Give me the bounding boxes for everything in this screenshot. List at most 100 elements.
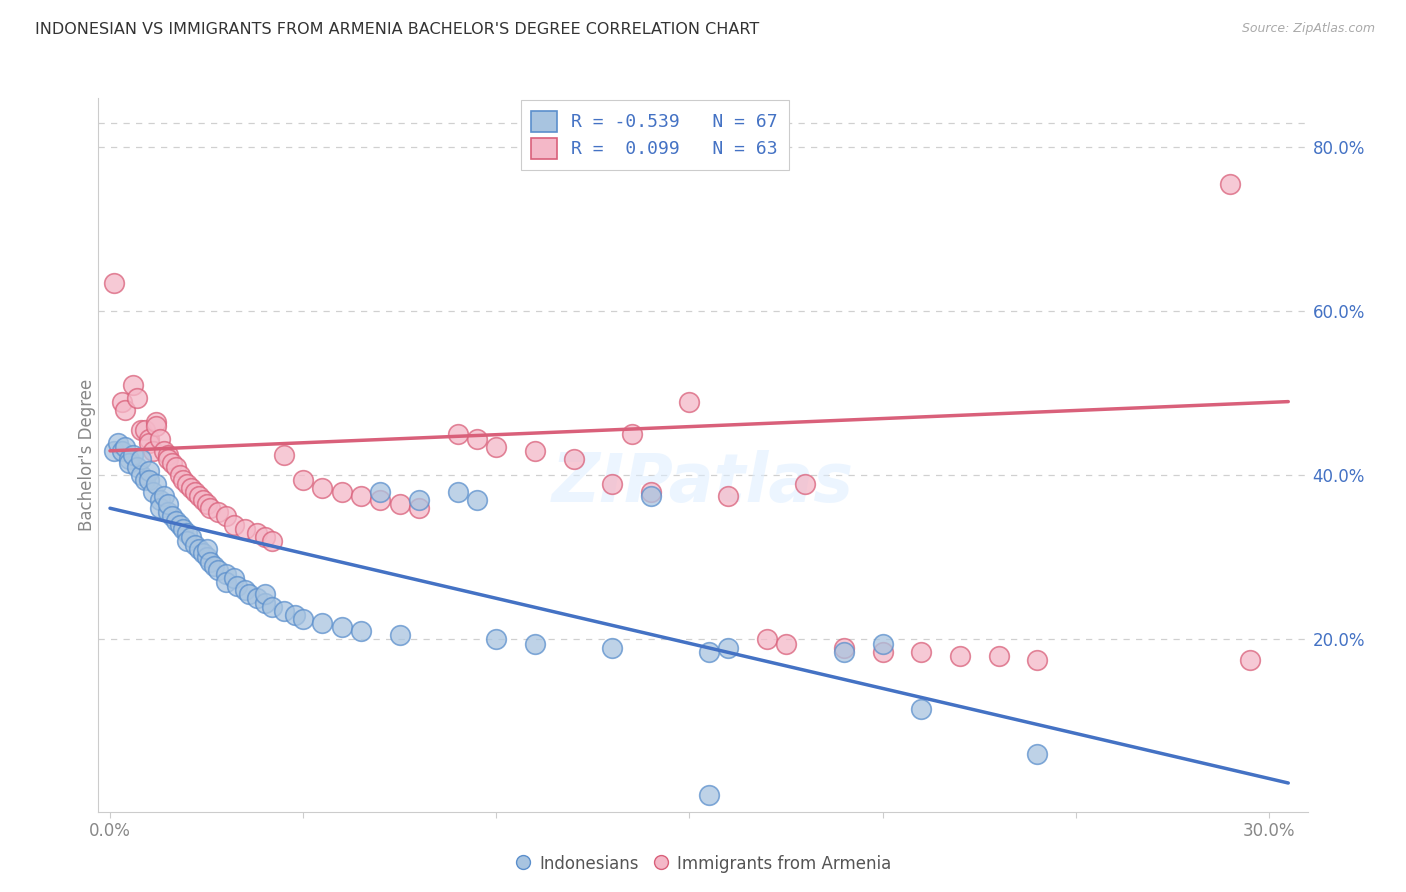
Point [122, 448, 145, 462]
Point [238, 587, 260, 601]
Point [156, 452, 179, 467]
Point [195, 542, 218, 557]
Point [169, 468, 191, 483]
Point [620, 427, 643, 442]
Point [910, 645, 932, 659]
Point [246, 591, 269, 606]
Point [832, 640, 855, 655]
Point [138, 464, 160, 478]
Point [222, 571, 245, 585]
Point [138, 432, 160, 446]
Point [246, 525, 269, 540]
Point [200, 555, 222, 569]
Point [138, 473, 160, 487]
Point [273, 604, 295, 618]
Point [350, 489, 373, 503]
Point [114, 402, 136, 417]
Point [156, 497, 179, 511]
Point [717, 640, 740, 655]
Point [832, 645, 855, 659]
Point [125, 391, 148, 405]
Point [191, 493, 214, 508]
Point [156, 505, 179, 519]
Point [284, 607, 307, 622]
Point [987, 648, 1010, 663]
Point [110, 443, 132, 458]
Point [678, 394, 700, 409]
Point [191, 546, 214, 560]
Point [215, 566, 238, 581]
Point [184, 538, 207, 552]
Point [311, 616, 333, 631]
Point [600, 476, 623, 491]
Point [292, 612, 315, 626]
Point [172, 473, 194, 487]
Point [202, 558, 225, 573]
Point [195, 550, 218, 565]
Point [370, 484, 392, 499]
Point [103, 276, 125, 290]
Point [215, 509, 238, 524]
Point [160, 509, 183, 524]
Point [149, 432, 172, 446]
Point [110, 394, 132, 409]
Point [370, 493, 392, 508]
Point [1239, 653, 1261, 667]
Point [408, 493, 430, 508]
Point [160, 456, 183, 470]
Point [195, 497, 218, 511]
Point [697, 645, 720, 659]
Point [910, 702, 932, 716]
Point [755, 632, 778, 647]
Point [233, 583, 256, 598]
Point [138, 435, 160, 450]
Point [447, 427, 470, 442]
Point [169, 517, 191, 532]
Point [145, 476, 167, 491]
Point [640, 484, 662, 499]
Point [794, 476, 817, 491]
Point [156, 448, 179, 462]
Point [388, 497, 411, 511]
Point [149, 501, 172, 516]
Point [176, 476, 198, 491]
Point [187, 542, 209, 557]
Point [134, 473, 156, 487]
Point [226, 579, 249, 593]
Point [176, 525, 198, 540]
Point [141, 484, 163, 499]
Legend: Indonesians, Immigrants from Armenia: Indonesians, Immigrants from Armenia [508, 848, 898, 880]
Text: INDONESIAN VS IMMIGRANTS FROM ARMENIA BACHELOR'S DEGREE CORRELATION CHART: INDONESIAN VS IMMIGRANTS FROM ARMENIA BA… [35, 22, 759, 37]
Point [949, 648, 972, 663]
Point [207, 505, 229, 519]
Point [262, 599, 284, 614]
Point [253, 596, 276, 610]
Point [222, 517, 245, 532]
Point [207, 563, 229, 577]
Point [523, 636, 546, 650]
Point [350, 624, 373, 639]
Point [485, 632, 508, 647]
Point [107, 435, 129, 450]
Point [262, 534, 284, 549]
Text: ZIPatlas: ZIPatlas [553, 450, 853, 516]
Point [775, 636, 797, 650]
Point [872, 645, 894, 659]
Point [129, 468, 152, 483]
Text: Source: ZipAtlas.com: Source: ZipAtlas.com [1241, 22, 1375, 36]
Point [465, 493, 488, 508]
Point [165, 514, 187, 528]
Point [330, 484, 353, 499]
Point [153, 489, 176, 503]
Point [141, 443, 163, 458]
Point [1219, 178, 1241, 192]
Point [145, 419, 167, 434]
Point [640, 489, 662, 503]
Point [311, 481, 333, 495]
Point [447, 484, 470, 499]
Point [172, 522, 194, 536]
Point [253, 530, 276, 544]
Legend: R = -0.539   N = 67, R =  0.099   N = 63: R = -0.539 N = 67, R = 0.099 N = 63 [520, 100, 789, 169]
Point [697, 789, 720, 803]
Point [134, 423, 156, 437]
